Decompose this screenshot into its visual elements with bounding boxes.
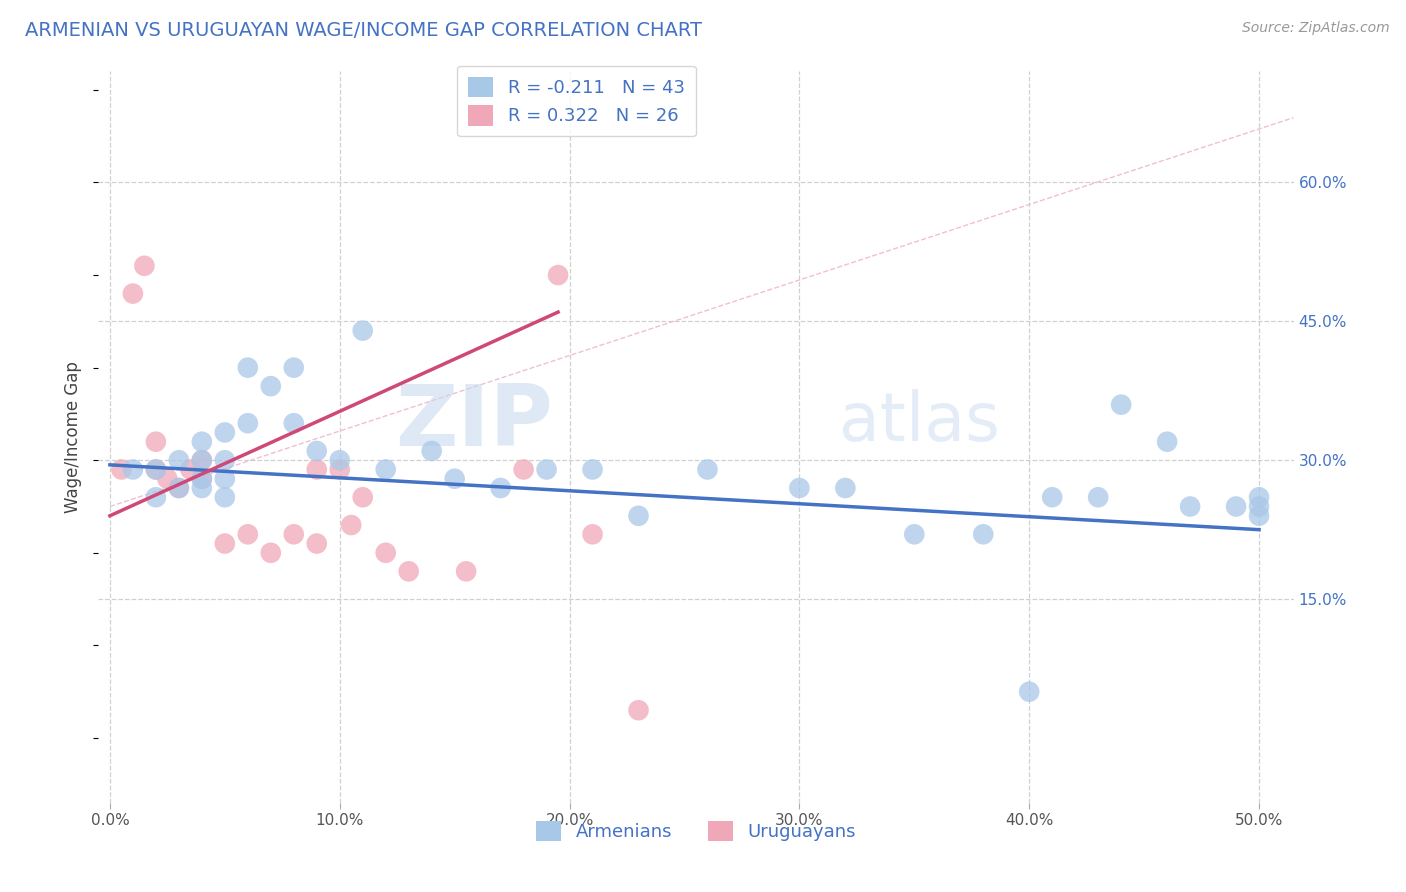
- Point: [191, 472, 214, 486]
- Point: [547, 268, 569, 282]
- Point: [536, 462, 558, 476]
- Point: [283, 416, 305, 430]
- Point: [214, 425, 236, 440]
- Point: [260, 379, 283, 393]
- Y-axis label: Wage/Income Gap: Wage/Income Gap: [65, 361, 83, 513]
- Point: [489, 481, 512, 495]
- Point: [214, 536, 236, 550]
- Text: ZIP: ZIP: [395, 381, 553, 464]
- Point: [456, 565, 478, 579]
- Point: [260, 546, 283, 560]
- Point: [789, 481, 811, 495]
- Text: Source: ZipAtlas.com: Source: ZipAtlas.com: [1241, 21, 1389, 36]
- Point: [145, 462, 167, 476]
- Point: [627, 508, 650, 523]
- Point: [305, 536, 328, 550]
- Point: [191, 481, 214, 495]
- Point: [627, 703, 650, 717]
- Text: ARMENIAN VS URUGUAYAN WAGE/INCOME GAP CORRELATION CHART: ARMENIAN VS URUGUAYAN WAGE/INCOME GAP CO…: [25, 21, 703, 40]
- Point: [236, 527, 259, 541]
- Point: [696, 462, 718, 476]
- Point: [110, 462, 132, 476]
- Point: [1040, 490, 1063, 504]
- Point: [167, 481, 190, 495]
- Point: [972, 527, 994, 541]
- Point: [145, 434, 167, 449]
- Point: [122, 286, 145, 301]
- Point: [1087, 490, 1109, 504]
- Point: [179, 462, 201, 476]
- Point: [1247, 508, 1270, 523]
- Point: [581, 527, 603, 541]
- Point: [329, 462, 352, 476]
- Point: [236, 360, 259, 375]
- Legend: Armenians, Uruguayans: Armenians, Uruguayans: [529, 814, 863, 848]
- Point: [443, 472, 465, 486]
- Point: [512, 462, 534, 476]
- Point: [191, 453, 214, 467]
- Point: [156, 472, 179, 486]
- Point: [340, 518, 363, 533]
- Point: [134, 259, 156, 273]
- Point: [1178, 500, 1201, 514]
- Point: [191, 472, 214, 486]
- Point: [167, 453, 190, 467]
- Point: [1109, 398, 1132, 412]
- Point: [352, 324, 374, 338]
- Point: [283, 360, 305, 375]
- Point: [305, 444, 328, 458]
- Point: [145, 462, 167, 476]
- Point: [167, 481, 190, 495]
- Point: [581, 462, 603, 476]
- Point: [214, 490, 236, 504]
- Point: [283, 527, 305, 541]
- Point: [374, 462, 396, 476]
- Point: [398, 565, 420, 579]
- Point: [1247, 500, 1270, 514]
- Point: [834, 481, 856, 495]
- Point: [374, 546, 396, 560]
- Point: [214, 453, 236, 467]
- Point: [191, 453, 214, 467]
- Point: [420, 444, 443, 458]
- Point: [352, 490, 374, 504]
- Point: [329, 453, 352, 467]
- Point: [305, 462, 328, 476]
- Point: [1018, 684, 1040, 698]
- Point: [1247, 490, 1270, 504]
- Point: [1156, 434, 1178, 449]
- Point: [214, 472, 236, 486]
- Point: [1225, 500, 1247, 514]
- Point: [191, 434, 214, 449]
- Point: [236, 416, 259, 430]
- Text: atlas: atlas: [839, 390, 1000, 456]
- Point: [122, 462, 145, 476]
- Point: [903, 527, 925, 541]
- Point: [145, 490, 167, 504]
